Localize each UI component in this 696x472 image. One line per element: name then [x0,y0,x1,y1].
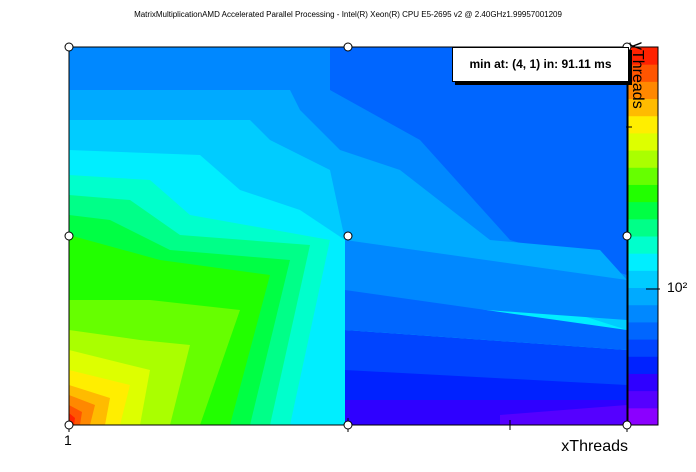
grid-point-marker [622,420,632,430]
color-scale-swatch [628,321,658,340]
grid-point-marker [64,420,74,430]
color-scale-swatch [628,47,658,65]
color-scale-swatch [628,64,658,82]
color-scale-swatch [628,407,658,426]
color-scale-swatch [628,150,658,168]
contour-band [345,370,627,405]
contour-band [500,405,627,425]
color-scale-swatch [628,201,658,220]
minimum-annotation: min at: (4, 1) in: 91.11 ms [452,47,629,82]
color-scale-swatch [628,81,658,100]
color-scale-swatch [628,270,658,289]
color-scale-swatch [628,356,658,374]
color-scale-swatch [628,390,658,409]
color-scale-swatch [628,167,658,185]
color-scale-swatch [628,373,658,392]
grid-point-marker [622,231,632,241]
chart-title: MatrixMultiplicationAMD Accelerated Para… [134,10,562,19]
color-scale [626,46,660,426]
color-scale-swatch [628,339,658,357]
grid-point-marker [343,231,353,241]
grid-point-markers [64,42,632,430]
grid-point-marker [64,42,74,52]
x-tick-label: 1 [64,432,72,448]
color-scale-swatch [628,253,658,271]
color-scale-swatch [628,132,658,151]
grid-point-marker [343,420,353,430]
x-axis-label: xThreads [561,438,628,455]
color-scale-swatch [628,287,658,306]
color-scale-swatch [628,115,658,134]
color-scale-swatch [628,304,658,323]
grid-point-marker [64,231,74,241]
color-scale-swatch [628,98,658,117]
grid-point-marker [343,42,353,52]
color-scale-tick-label: 10² [667,279,688,295]
color-scale-swatch [628,184,658,203]
color-scale-swatch [628,236,658,254]
color-scale-swatch [628,218,658,237]
y-axis-label: yThreads [629,42,646,109]
